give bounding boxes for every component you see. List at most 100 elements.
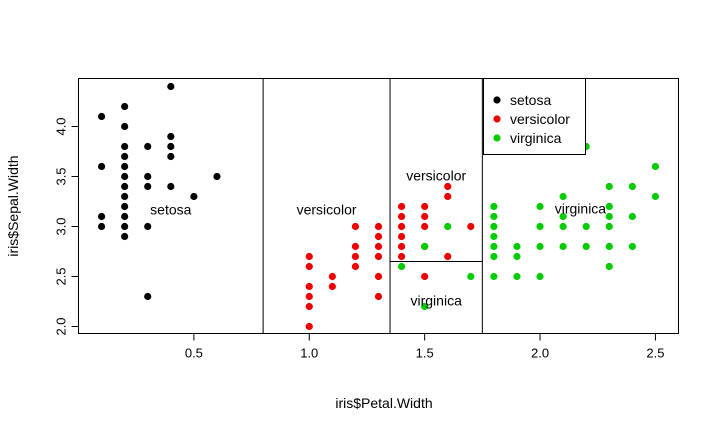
point-versicolor <box>397 242 406 251</box>
point-versicolor <box>444 252 452 261</box>
point-versicolor <box>397 202 406 211</box>
point-setosa <box>121 172 129 181</box>
point-setosa <box>190 192 198 201</box>
point-setosa <box>97 212 106 221</box>
point-versicolor <box>305 322 313 331</box>
point-setosa <box>121 162 129 171</box>
point-versicolor <box>305 262 313 271</box>
point-versicolor <box>328 272 336 281</box>
point-virginica <box>559 192 567 201</box>
point-versicolor <box>374 252 383 261</box>
y-tick-label: 4.0 <box>54 117 69 135</box>
point-versicolor <box>444 182 452 191</box>
point-setosa <box>97 112 106 121</box>
point-virginica <box>582 242 590 251</box>
point-versicolor <box>467 222 475 231</box>
point-virginica <box>559 242 567 251</box>
legend: setosa versicolor virginica <box>483 78 586 155</box>
point-versicolor <box>351 222 360 231</box>
point-virginica <box>490 242 498 251</box>
point-versicolor <box>374 232 383 241</box>
point-virginica <box>605 262 613 271</box>
point-versicolor <box>397 232 406 241</box>
point-versicolor <box>305 282 313 291</box>
point-versicolor <box>421 272 429 281</box>
point-virginica <box>421 302 429 311</box>
point-versicolor <box>351 252 360 261</box>
point-versicolor <box>397 222 406 231</box>
point-setosa <box>144 142 152 151</box>
y-axis-title: iris$Sepal.Width <box>5 155 21 256</box>
point-virginica <box>605 182 613 191</box>
point-setosa <box>121 222 129 231</box>
point-setosa <box>144 182 152 191</box>
point-virginica <box>490 212 498 221</box>
point-setosa <box>97 162 106 171</box>
y-tick-label: 2.5 <box>54 267 69 285</box>
region-label: setosa <box>150 202 191 218</box>
region-label: versicolor <box>297 202 357 218</box>
point-versicolor <box>374 242 383 251</box>
point-virginica <box>651 162 660 171</box>
point-virginica <box>628 182 636 191</box>
point-versicolor <box>351 262 360 271</box>
point-virginica <box>513 252 521 261</box>
point-virginica <box>605 222 613 231</box>
point-virginica <box>490 202 498 211</box>
point-virginica <box>559 212 567 221</box>
point-virginica <box>467 272 475 281</box>
point-setosa <box>121 122 129 131</box>
region-labels: setosa versicolor versicolor virginica virgi… <box>150 168 606 309</box>
y-axis: 2.0 2.5 3.0 3.5 4.0 <box>54 117 79 336</box>
legend-label-setosa: setosa <box>510 92 551 108</box>
point-setosa <box>167 132 175 141</box>
point-virginica <box>490 252 498 261</box>
point-versicolor <box>421 222 429 231</box>
point-setosa <box>121 192 129 201</box>
point-setosa <box>121 202 129 211</box>
point-virginica <box>536 222 544 231</box>
point-versicolor <box>374 292 383 301</box>
point-virginica <box>421 242 429 251</box>
y-tick-label: 2.0 <box>54 317 69 335</box>
x-tick-label: 1.0 <box>300 346 318 361</box>
point-virginica <box>628 212 636 221</box>
legend-marker-virginica <box>493 134 501 142</box>
point-virginica <box>605 212 613 221</box>
y-tick-label: 3.0 <box>54 217 69 235</box>
x-axis-title: iris$Petal.Width <box>335 395 432 411</box>
point-versicolor <box>305 292 313 301</box>
point-setosa <box>121 102 129 111</box>
point-setosa <box>167 82 175 91</box>
legend-label-versicolor: versicolor <box>510 111 570 127</box>
point-versicolor <box>305 252 313 261</box>
point-virginica <box>605 242 613 251</box>
point-versicolor <box>444 192 452 201</box>
x-tick-label: 0.5 <box>185 346 203 361</box>
x-tick-label: 1.5 <box>416 346 434 361</box>
point-setosa <box>213 172 221 181</box>
point-virginica <box>582 222 590 231</box>
point-setosa <box>97 222 106 231</box>
point-versicolor <box>397 212 406 221</box>
point-virginica <box>444 222 452 231</box>
point-setosa <box>121 142 129 151</box>
x-axis: 0.5 1.0 1.5 2.0 2.5 <box>185 333 664 361</box>
x-tick-label: 2.5 <box>646 346 664 361</box>
legend-box <box>483 78 586 155</box>
region-label: virginica <box>411 293 463 309</box>
point-virginica <box>628 242 636 251</box>
legend-label-virginica: virginica <box>510 130 562 146</box>
region-label: versicolor <box>406 168 466 184</box>
point-versicolor <box>397 252 406 261</box>
point-setosa <box>121 152 129 161</box>
point-setosa <box>144 172 152 181</box>
region-label: virginica <box>555 201 607 217</box>
point-versicolor <box>305 302 313 311</box>
point-virginica <box>513 242 521 251</box>
point-setosa <box>121 212 129 221</box>
point-setosa <box>144 222 152 231</box>
point-virginica <box>513 272 521 281</box>
legend-marker-setosa <box>493 96 501 104</box>
